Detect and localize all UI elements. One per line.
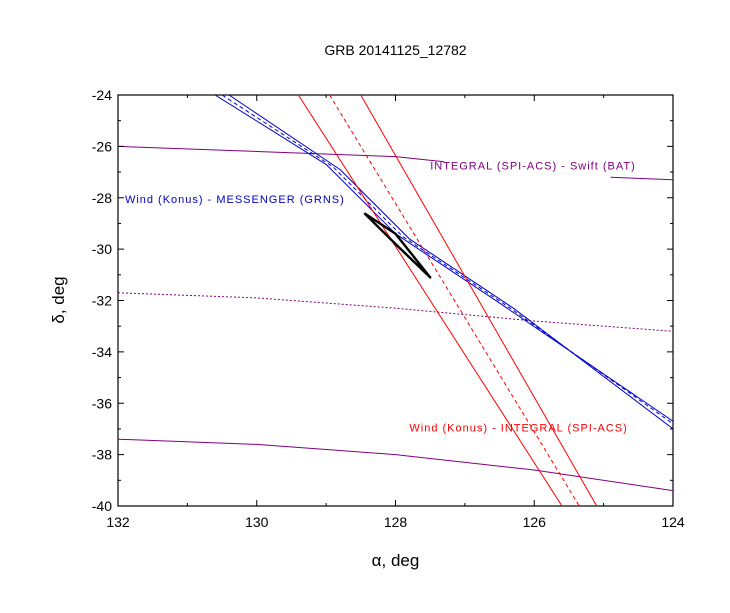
series-line-konus-integral-7 [297, 95, 563, 506]
series-line-integral-swift-0 [118, 145, 445, 163]
series-layer [118, 95, 673, 506]
series-line-konus-integral-8 [329, 95, 580, 506]
x-tick-label: 128 [384, 514, 408, 530]
y-tick-label: -38 [92, 447, 112, 463]
series-line-konus-messenger-4 [214, 95, 673, 422]
x-axis-label: α, deg [372, 551, 420, 570]
y-tick-label: -34 [92, 344, 112, 360]
series-line-konus-messenger-6 [228, 95, 673, 430]
series-line-integral-swift-3 [118, 438, 673, 492]
annotation-label-0: INTEGRAL (SPI-ACS) - Swift (BAT) [430, 160, 636, 172]
y-tick-label: -30 [92, 241, 112, 257]
y-axis-label: δ, deg [49, 276, 68, 323]
y-tick-label: -40 [92, 498, 112, 514]
tick-layer: 132 130 128 126 124 -24 -26 -28 -30 -32 -34 -36 -38 -… [92, 87, 685, 530]
annotation-label-1: Wind (Konus) - MESSENGER (GRNS) [125, 194, 345, 206]
series-line-localization-10 [363, 212, 432, 279]
y-tick-label: -26 [92, 138, 112, 154]
x-tick-label: 130 [245, 514, 269, 530]
series-line-integral-swift-1 [610, 176, 673, 181]
y-tick-label: -24 [92, 87, 112, 103]
x-tick-label: 124 [661, 514, 685, 530]
chart-title: GRB 20141125_12782 [324, 42, 466, 58]
y-tick-label: -36 [92, 395, 112, 411]
x-tick-label: 132 [106, 514, 130, 530]
series-line-integral-swift-2 [118, 292, 673, 332]
x-tick-label: 126 [523, 514, 547, 530]
annotation-label-2: Wind (Konus) - INTEGRAL (SPI-ACS) [409, 423, 627, 435]
y-tick-label: -28 [92, 190, 112, 206]
annotation-layer: INTEGRAL (SPI-ACS) - Swift (BAT) Wind (Ko… [125, 160, 636, 435]
series-line-konus-messenger-5 [221, 95, 673, 425]
y-tick-label: -32 [92, 293, 112, 309]
series-line-konus-integral-9 [360, 95, 598, 506]
